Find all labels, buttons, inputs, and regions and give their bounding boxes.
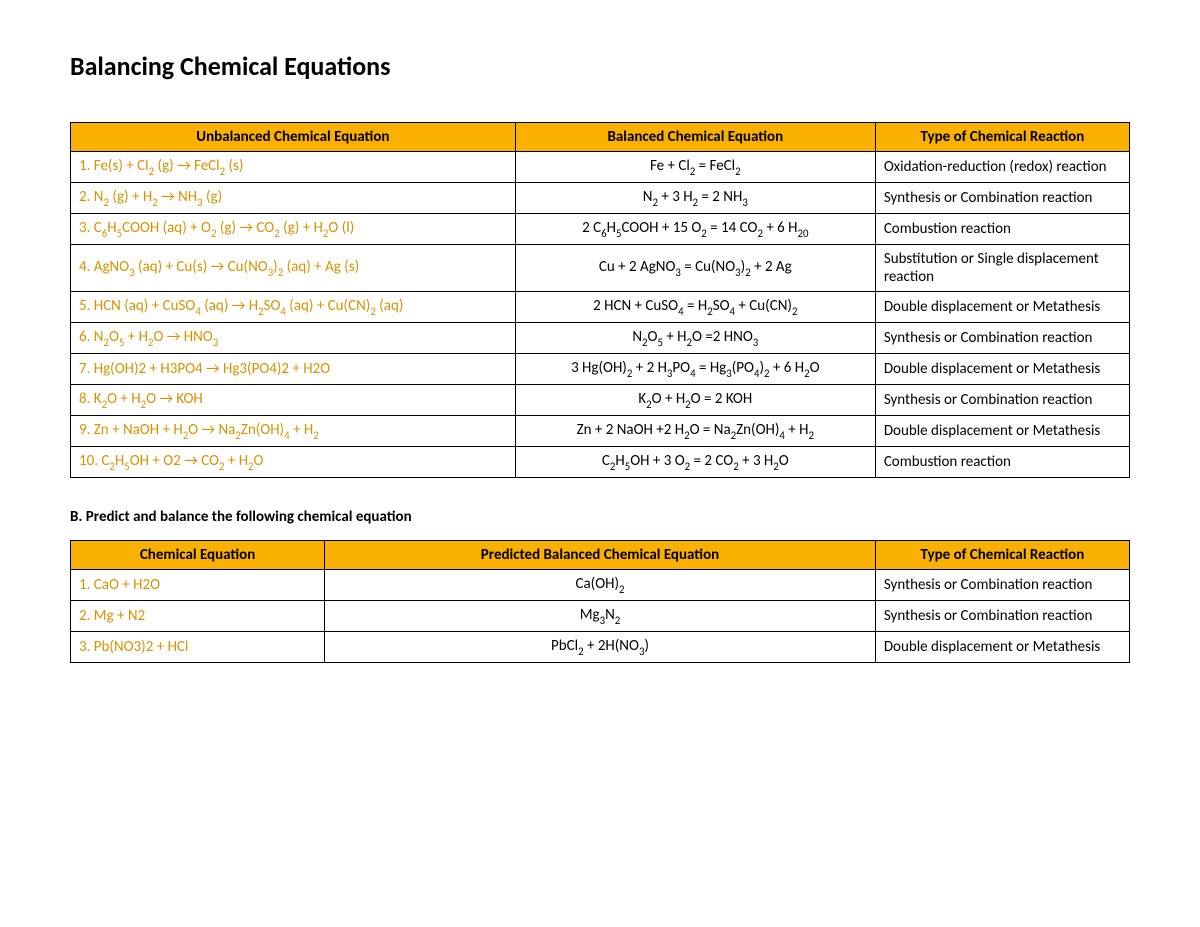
cell-type: Synthesis or Combination reaction (875, 183, 1129, 214)
cell-equation: 6. N2O5 + H2O → HNO3 (71, 323, 516, 354)
cell-balanced: N2O5 + H2O =2 HNO3 (515, 323, 875, 354)
cell-balanced: 2 HCN + CuSO4 = H2SO4 + Cu(CN)2 (515, 292, 875, 323)
cell-balanced: Fe + Cl2 = FeCl2 (515, 152, 875, 183)
table-row: 10. C2H5OH + O2 → CO2 + H2OC2H5OH + 3 O2… (71, 447, 1130, 478)
table-header-row: Unbalanced Chemical Equation Balanced Ch… (71, 123, 1130, 152)
cell-type: Double displacement or Metathesis (875, 632, 1129, 663)
table-row: 5. HCN (aq) + CuSO4 (aq) → H2SO4 (aq) + … (71, 292, 1130, 323)
cell-balanced: C2H5OH + 3 O2 = 2 CO2 + 3 H2O (515, 447, 875, 478)
table-row: 1. Fe(s) + Cl2 (g) → FeCl2 (s)Fe + Cl2 =… (71, 152, 1130, 183)
table-row: 1. CaO + H2OCa(OH)2Synthesis or Combinat… (71, 570, 1130, 601)
cell-type: Synthesis or Combination reaction (875, 570, 1129, 601)
cell-balanced: Mg3N2 (325, 601, 876, 632)
cell-equation: 5. HCN (aq) + CuSO4 (aq) → H2SO4 (aq) + … (71, 292, 516, 323)
cell-equation: 4. AgNO3 (aq) + Cu(s) → Cu(NO3)2 (aq) + … (71, 245, 516, 292)
cell-type: Combustion reaction (875, 214, 1129, 245)
cell-equation: 9. Zn + NaOH + H2O → Na2Zn(OH)4 + H2 (71, 416, 516, 447)
table-row: 2. Mg + N2Mg3N2Synthesis or Combination … (71, 601, 1130, 632)
table-row: 6. N2O5 + H2O → HNO3N2O5 + H2O =2 HNO3Sy… (71, 323, 1130, 354)
cell-equation: 3. Pb(NO3)2 + HCl (71, 632, 325, 663)
equations-table-b: Chemical Equation Predicted Balanced Che… (70, 540, 1130, 663)
table-header-row: Chemical Equation Predicted Balanced Che… (71, 541, 1130, 570)
cell-balanced: Ca(OH)2 (325, 570, 876, 601)
cell-equation: 7. Hg(OH)2 + H3PO4 → Hg3(PO4)2 + H2O (71, 354, 516, 385)
table-row: 8. K2O + H2O → KOHK2O + H2O = 2 KOHSynth… (71, 385, 1130, 416)
page-title: Balancing Chemical Equations (70, 50, 1130, 82)
cell-balanced: 2 C6H5COOH + 15 O2 = 14 CO2 + 6 H20 (515, 214, 875, 245)
cell-balanced: Cu + 2 AgNO3 = Cu(NO3)2 + 2 Ag (515, 245, 875, 292)
col-header-type: Type of Chemical Reaction (875, 123, 1129, 152)
cell-type: Substitution or Single displacement reac… (875, 245, 1129, 292)
cell-equation: 10. C2H5OH + O2 → CO2 + H2O (71, 447, 516, 478)
col-header-balanced: Balanced Chemical Equation (515, 123, 875, 152)
col-header-predicted: Predicted Balanced Chemical Equation (325, 541, 876, 570)
section-b-heading: B. Predict and balance the following che… (70, 508, 1130, 526)
cell-type: Synthesis or Combination reaction (875, 323, 1129, 354)
cell-equation: 1. CaO + H2O (71, 570, 325, 601)
cell-equation: 2. Mg + N2 (71, 601, 325, 632)
cell-balanced: N2 + 3 H2 = 2 NH3 (515, 183, 875, 214)
cell-type: Oxidation-reduction (redox) reaction (875, 152, 1129, 183)
table-row: 4. AgNO3 (aq) + Cu(s) → Cu(NO3)2 (aq) + … (71, 245, 1130, 292)
cell-balanced: Zn + 2 NaOH +2 H2O = Na2Zn(OH)4 + H2 (515, 416, 875, 447)
cell-equation: 8. K2O + H2O → KOH (71, 385, 516, 416)
col-header-equation: Chemical Equation (71, 541, 325, 570)
cell-equation: 1. Fe(s) + Cl2 (g) → FeCl2 (s) (71, 152, 516, 183)
equations-table-a: Unbalanced Chemical Equation Balanced Ch… (70, 122, 1130, 478)
col-header-type: Type of Chemical Reaction (875, 541, 1129, 570)
cell-equation: 3. C6H5COOH (aq) + O2 (g) → CO2 (g) + H2… (71, 214, 516, 245)
table-row: 3. C6H5COOH (aq) + O2 (g) → CO2 (g) + H2… (71, 214, 1130, 245)
table-row: 2. N2 (g) + H2 → NH3 (g)N2 + 3 H2 = 2 NH… (71, 183, 1130, 214)
cell-type: Synthesis or Combination reaction (875, 385, 1129, 416)
col-header-unbalanced: Unbalanced Chemical Equation (71, 123, 516, 152)
cell-balanced: 3 Hg(OH)2 + 2 H3PO4 = Hg3(PO4)2 + 6 H2O (515, 354, 875, 385)
cell-balanced: K2O + H2O = 2 KOH (515, 385, 875, 416)
cell-type: Double displacement or Metathesis (875, 354, 1129, 385)
cell-type: Double displacement or Metathesis (875, 292, 1129, 323)
table-row: 7. Hg(OH)2 + H3PO4 → Hg3(PO4)2 + H2O3 Hg… (71, 354, 1130, 385)
table-row: 3. Pb(NO3)2 + HClPbCl2 + 2H(NO3)Double d… (71, 632, 1130, 663)
table-row: 9. Zn + NaOH + H2O → Na2Zn(OH)4 + H2Zn +… (71, 416, 1130, 447)
cell-type: Double displacement or Metathesis (875, 416, 1129, 447)
cell-balanced: PbCl2 + 2H(NO3) (325, 632, 876, 663)
cell-type: Synthesis or Combination reaction (875, 601, 1129, 632)
cell-equation: 2. N2 (g) + H2 → NH3 (g) (71, 183, 516, 214)
cell-type: Combustion reaction (875, 447, 1129, 478)
